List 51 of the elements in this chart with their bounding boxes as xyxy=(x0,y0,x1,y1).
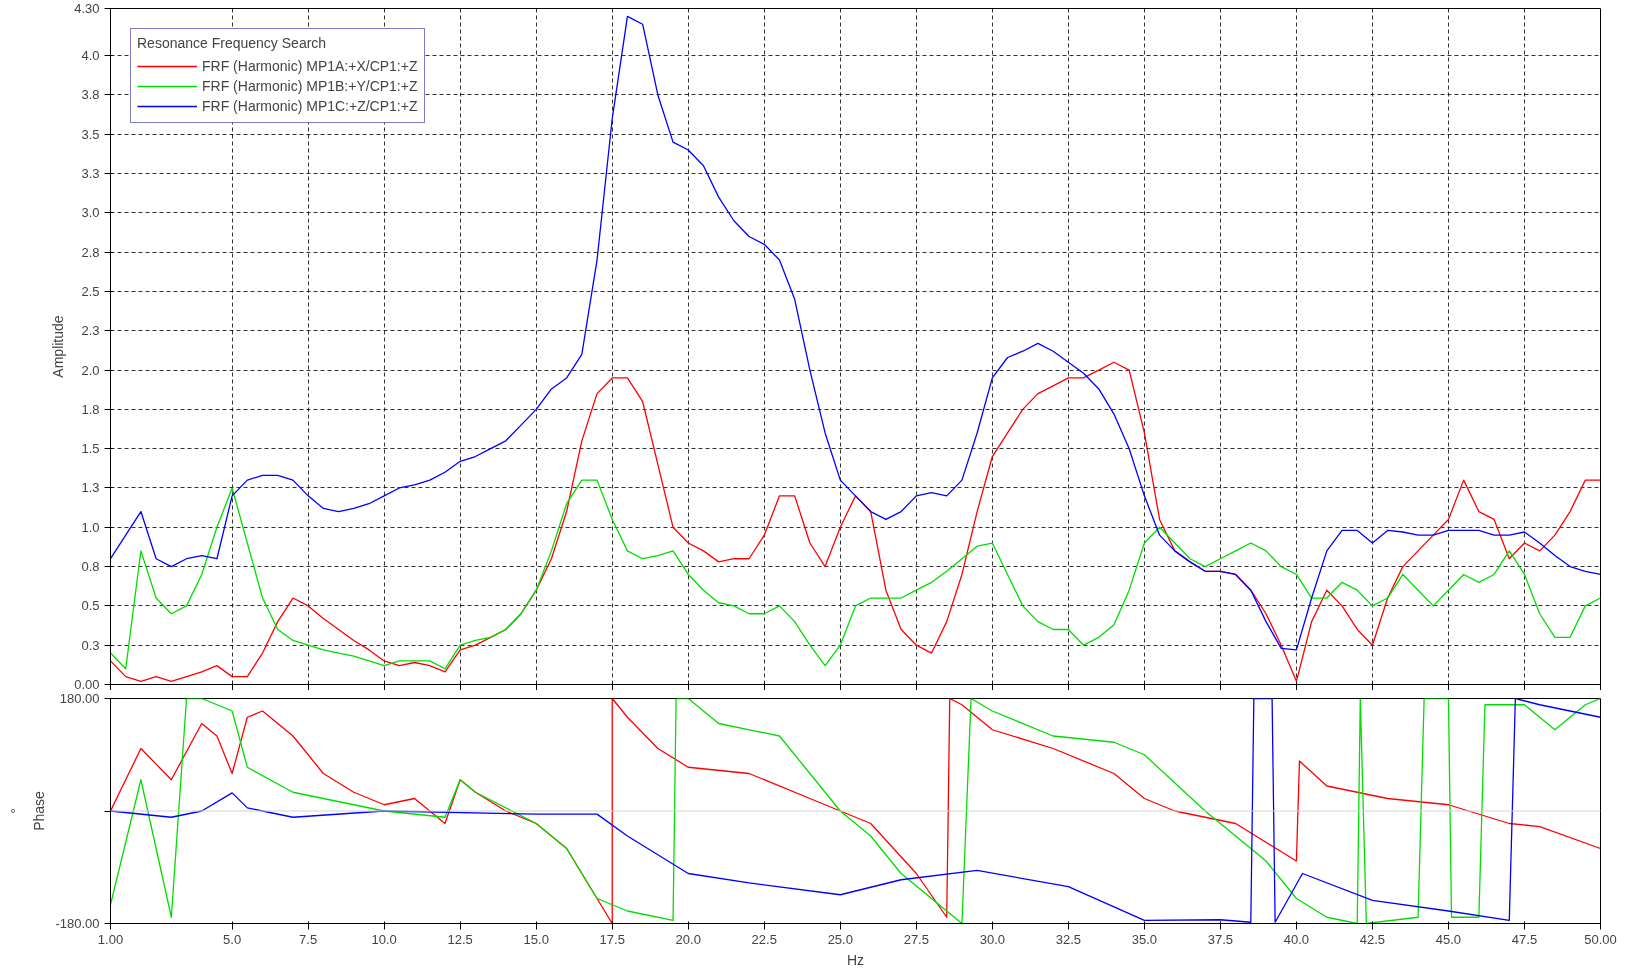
x-tick-label: 1.00 xyxy=(97,931,124,947)
x-tick-label: 50.00 xyxy=(1584,931,1617,947)
x-tick-label: 32.5 xyxy=(1055,931,1082,947)
x-tick-label: 37.5 xyxy=(1207,931,1234,947)
y-axis-title: Phase xyxy=(31,790,48,831)
legend-label: FRF (Harmonic) MP1B:+Y/CP1:+Z xyxy=(202,78,418,94)
x-tick-label: 22.5 xyxy=(751,931,777,947)
y-tick-label: 3.5 xyxy=(81,126,100,142)
line-series xyxy=(110,15,1601,651)
y-tick-label: 180.00 xyxy=(59,691,100,706)
y-tick-label: 1.0 xyxy=(81,519,100,535)
x-tick-label: 45.0 xyxy=(1435,931,1462,947)
y-tick-label: 1.3 xyxy=(81,480,100,496)
y-tick-label: 0.8 xyxy=(81,559,100,575)
y-tick-label: 3.8 xyxy=(81,87,100,103)
y-tick-label: 2.8 xyxy=(81,244,100,260)
y-tick-label: 3.3 xyxy=(81,166,100,182)
x-tick-label: 40.0 xyxy=(1283,931,1310,947)
y-tick-label: 3.0 xyxy=(81,205,100,221)
y-tick-label: 4.0 xyxy=(81,48,100,64)
line-series xyxy=(110,479,1601,670)
x-tick-label: 10.0 xyxy=(371,931,397,947)
y-axis-title: Amplitude xyxy=(50,315,67,378)
x-tick-label: 15.0 xyxy=(523,931,549,947)
x-tick-label: 30.0 xyxy=(979,931,1005,947)
x-tick-label: 5.0 xyxy=(223,931,242,947)
x-tick-label: 17.5 xyxy=(599,931,625,947)
y-tick-label: 0.00 xyxy=(74,677,100,692)
y-tick-label: 2.0 xyxy=(81,362,100,378)
y-tick-label: 4.30 xyxy=(74,1,100,16)
x-tick-label: 20.0 xyxy=(675,931,701,947)
y-tick-label: 1.5 xyxy=(81,441,100,457)
y-tick-label: 0.3 xyxy=(81,637,100,653)
x-tick-label: 27.5 xyxy=(903,931,929,947)
x-tick-label: 12.5 xyxy=(447,931,473,947)
x-tick-label: 35.0 xyxy=(1131,931,1158,947)
x-tick-label: 25.0 xyxy=(827,931,853,947)
y-tick-label: 2.3 xyxy=(81,323,100,339)
line-series xyxy=(110,361,1601,683)
x-tick-label: 47.5 xyxy=(1511,931,1538,947)
x-tick-label: 42.5 xyxy=(1359,931,1386,947)
y-tick-label: 2.5 xyxy=(81,283,100,299)
x-tick-label: 7.5 xyxy=(299,931,318,947)
legend-label: FRF (Harmonic) MP1A:+X/CP1:+Z xyxy=(202,58,418,74)
y-tick-label: 0.5 xyxy=(81,598,100,614)
x-axis-title: Hz xyxy=(846,951,865,968)
y-tick-label: 1.8 xyxy=(81,401,100,417)
legend-label: FRF (Harmonic) MP1C:+Z/CP1:+Z xyxy=(202,98,418,114)
legend-title: Resonance Frequency Search xyxy=(137,35,328,51)
y-tick-label: -180.00 xyxy=(55,916,100,931)
text: ° xyxy=(7,808,24,814)
